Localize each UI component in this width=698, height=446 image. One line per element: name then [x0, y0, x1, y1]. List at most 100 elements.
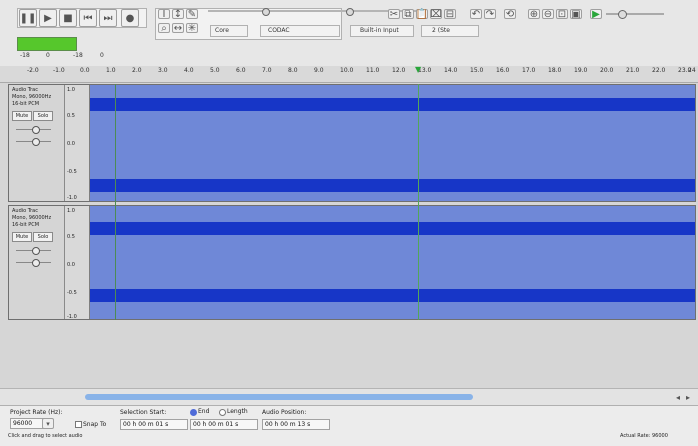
ruler-tick: 21.0	[626, 67, 640, 74]
vertical-scale: 1.0 0.5 0.0 -0.5 -1.0	[65, 206, 90, 320]
ruler-tick: 1.0	[106, 67, 116, 74]
audio-host-select[interactable]	[210, 25, 248, 37]
scale-label: 1.0	[67, 87, 75, 93]
multi-tool-button[interactable]: ✳	[186, 23, 198, 34]
skip-end-button[interactable]: ⏭	[99, 9, 117, 27]
vertical-scale: 1.0 0.5 0.0 -0.5 -1.0	[65, 85, 90, 201]
fit-project-button[interactable]: ▣	[570, 9, 582, 20]
recording-meter[interactable]	[17, 37, 77, 51]
gain-knob[interactable]	[32, 126, 40, 134]
copy-icon: ⧉	[404, 8, 412, 20]
sync-lock-button[interactable]: ⟲	[504, 9, 516, 20]
meter-value-4: 0	[100, 52, 104, 59]
end-radio[interactable]	[190, 409, 197, 416]
play-speed-knob[interactable]	[618, 10, 627, 19]
ruler-tick: 17.0	[522, 67, 536, 74]
selection-tool-button[interactable]: I	[158, 9, 170, 20]
stop-icon: ■	[63, 12, 73, 24]
scale-label: 0.5	[67, 234, 75, 240]
scale-label: 0.5	[67, 113, 75, 119]
project-rate-stepper[interactable]: ▾	[42, 418, 54, 429]
envelope-tool-button[interactable]: ↕	[172, 9, 184, 20]
record-meter-knob[interactable]	[346, 8, 354, 16]
zoom-in-button[interactable]: ⊕	[528, 9, 540, 20]
channels-label: 2 (Ste	[432, 27, 450, 34]
selection-start-field[interactable]: 00 h 00 m 01 s	[120, 419, 188, 430]
track-name[interactable]: Audio Trac	[12, 87, 38, 93]
track-info-1: Mono, 96000Hz	[12, 215, 52, 221]
record-button[interactable]: ●	[121, 9, 139, 27]
selection-end-field[interactable]: 00 h 00 m 01 s	[190, 419, 258, 430]
solo-button[interactable]: Solo	[33, 232, 53, 242]
ruler-tick: 6.0	[236, 67, 246, 74]
zoom-out-icon: ⊖	[543, 8, 553, 20]
undo-icon: ↶	[471, 8, 481, 20]
timeline-ruler[interactable]: -2.0 -1.0 0.0 1.0 2.0 3.0 4.0 5.0 6.0 7.…	[0, 65, 698, 83]
track-name[interactable]: Audio Trac	[12, 208, 38, 214]
trim-button[interactable]: ⌧	[430, 9, 442, 20]
recording-device-select[interactable]	[350, 25, 414, 37]
ruler-tick: 4.0	[184, 67, 194, 74]
skip-start-icon: ⏮	[83, 12, 93, 24]
paste-button[interactable]: 📋	[416, 9, 428, 20]
scroll-thumb[interactable]	[85, 394, 473, 400]
selection-start-label: Selection Start:	[120, 409, 167, 416]
pencil-icon: ✎	[187, 8, 197, 20]
gain-knob[interactable]	[32, 247, 40, 255]
zoom-tool-button[interactable]: ⌕	[158, 23, 170, 34]
draw-tool-button[interactable]: ✎	[186, 8, 198, 20]
ruler-tick: 0.0	[80, 67, 90, 74]
playback-device-label: CODAC	[268, 27, 290, 34]
waveform-band	[90, 179, 695, 192]
skip-start-button[interactable]: ⏮	[79, 9, 97, 27]
solo-button[interactable]: Solo	[33, 111, 53, 121]
snap-to-checkbox[interactable]	[75, 421, 82, 428]
ruler-tick: 2.0	[132, 67, 142, 74]
play-at-speed-button[interactable]: ▶	[590, 8, 602, 20]
audio-track-1[interactable]: Audio Trac Mono, 96000Hz 16-bit PCM Mute…	[8, 84, 696, 202]
channels-select[interactable]	[421, 25, 479, 37]
audio-position-label: Audio Position:	[262, 409, 307, 416]
meter-value-1: -18	[20, 52, 30, 59]
pause-icon: ❚❚	[19, 12, 37, 24]
cut-button[interactable]: ✂	[388, 9, 400, 20]
length-label: Length	[227, 408, 248, 415]
fit-selection-button[interactable]: ⊡	[556, 9, 568, 20]
waveform-display[interactable]	[90, 85, 695, 201]
scroll-left-icon[interactable]: ◂	[675, 393, 680, 402]
mute-button[interactable]: Mute	[12, 232, 32, 242]
ruler-tick: -2.0	[27, 67, 39, 74]
status-text: Click and drag to select audio	[8, 433, 83, 439]
undo-button[interactable]: ↶	[470, 8, 482, 20]
waveform-display[interactable]	[90, 206, 695, 319]
play-button[interactable]: ▶	[39, 9, 57, 27]
zoom-out-button[interactable]: ⊖	[542, 8, 554, 20]
audio-position-field[interactable]: 00 h 00 m 13 s	[262, 419, 330, 430]
silence-button[interactable]: ⊟	[444, 9, 456, 20]
track-control-panel: Audio Trac Mono, 96000Hz 16-bit PCM Mute…	[9, 206, 65, 319]
playback-device-select[interactable]	[260, 25, 340, 37]
play-speed-slider[interactable]	[606, 13, 664, 15]
scale-label: 0.0	[67, 262, 75, 268]
horizontal-scrollbar[interactable]: ▸ ◂	[0, 388, 698, 406]
timeshift-tool-button[interactable]: ↔	[172, 23, 184, 34]
length-radio[interactable]	[219, 409, 226, 416]
ruler-tick: 20.0	[600, 67, 614, 74]
pause-button[interactable]: ❚❚	[19, 9, 37, 27]
redo-button[interactable]: ↷	[484, 9, 496, 20]
pan-knob[interactable]	[32, 259, 40, 267]
pan-knob[interactable]	[32, 138, 40, 146]
scale-label: 1.0	[67, 208, 75, 214]
record-meter-slider[interactable]	[300, 10, 418, 12]
play-icon: ▶	[44, 12, 52, 24]
mute-button[interactable]: Mute	[12, 111, 32, 121]
playback-meter-knob[interactable]	[262, 8, 270, 16]
play-icon: ▶	[592, 8, 600, 20]
stop-button[interactable]: ■	[59, 9, 77, 27]
copy-button[interactable]: ⧉	[402, 8, 414, 20]
actual-rate-text: Actual Rate: 96000	[620, 433, 668, 439]
project-rate-field[interactable]: 96000	[10, 418, 44, 429]
play-head-marker[interactable]: ▼	[415, 65, 422, 74]
audio-track-2[interactable]: Audio Trac Mono, 96000Hz 16-bit PCM Mute…	[8, 205, 696, 320]
scroll-right-icon[interactable]: ▸	[685, 393, 690, 402]
